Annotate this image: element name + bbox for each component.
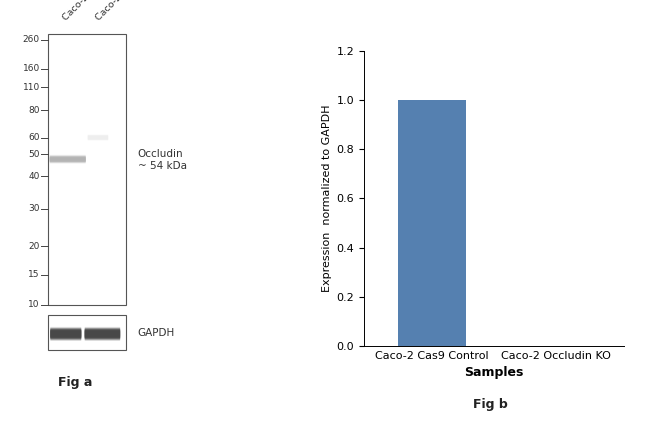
FancyBboxPatch shape [50,330,81,340]
Bar [398,100,466,346]
Text: Occludin
~ 54 kDa: Occludin ~ 54 kDa [138,149,187,171]
FancyBboxPatch shape [84,329,120,338]
Text: 160: 160 [23,65,40,73]
Text: GAPDH: GAPDH [138,328,175,338]
Text: 110: 110 [23,83,40,92]
FancyBboxPatch shape [50,332,81,341]
Y-axis label: Expression  normalized to GAPDH: Expression normalized to GAPDH [322,105,332,292]
Text: Fig a: Fig a [58,376,92,389]
Text: 80: 80 [28,106,40,115]
Text: Fig b: Fig b [473,398,508,411]
FancyBboxPatch shape [88,135,109,141]
FancyBboxPatch shape [50,329,81,338]
Text: 50: 50 [28,150,40,159]
Text: 60: 60 [28,133,40,142]
FancyBboxPatch shape [50,327,81,336]
Text: 10: 10 [28,300,40,309]
FancyBboxPatch shape [84,328,120,338]
FancyBboxPatch shape [84,330,120,340]
FancyBboxPatch shape [84,327,120,336]
Text: Caco-2 Occludin KO: Caco-2 Occludin KO [94,0,166,22]
X-axis label: Samples: Samples [464,366,524,379]
Text: 15: 15 [28,270,40,279]
Text: Caco-2 Cas9 Control: Caco-2 Cas9 Control [61,0,136,22]
Text: 40: 40 [29,172,40,181]
FancyBboxPatch shape [49,156,86,161]
FancyBboxPatch shape [84,332,120,341]
Bar [48,316,125,350]
FancyBboxPatch shape [49,156,86,162]
Bar [48,34,125,305]
Text: 260: 260 [23,35,40,44]
Text: 30: 30 [28,204,40,213]
FancyBboxPatch shape [49,158,86,164]
FancyBboxPatch shape [50,328,81,338]
FancyBboxPatch shape [49,155,86,161]
Text: 20: 20 [29,242,40,251]
FancyBboxPatch shape [88,135,109,140]
FancyBboxPatch shape [49,157,86,163]
